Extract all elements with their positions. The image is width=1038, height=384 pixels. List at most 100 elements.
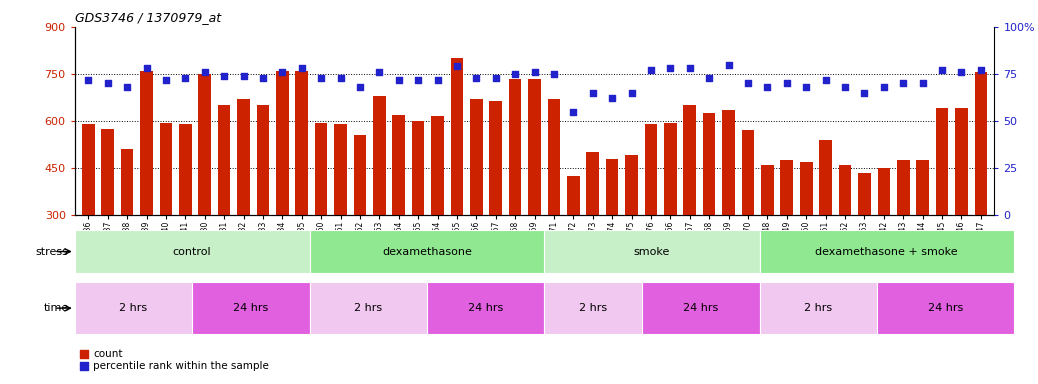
Bar [975,72,987,215]
Bar [760,230,1014,273]
Point [953,69,969,75]
Bar [528,79,541,215]
Point [837,84,853,90]
Bar [373,96,386,215]
Point [604,95,621,101]
Text: smoke: smoke [634,247,671,257]
Point [507,71,523,77]
Point [720,61,737,68]
Point [448,63,465,70]
Bar [509,79,521,215]
Point [643,67,659,73]
Point [584,90,601,96]
Point [914,80,931,86]
Point [662,65,679,71]
Point [701,74,717,81]
Point [546,71,563,77]
Bar [917,160,929,215]
Point [294,65,310,71]
Point [856,90,873,96]
Bar [877,168,891,215]
Bar [544,282,643,334]
Point [682,65,699,71]
Point [895,80,911,86]
Point [973,67,989,73]
Bar [544,230,760,273]
Text: 24 hrs: 24 hrs [683,303,718,313]
Text: 24 hrs: 24 hrs [234,303,269,313]
Text: time: time [44,303,69,313]
Point [798,84,815,90]
Point [410,76,427,83]
Text: 2 hrs: 2 hrs [804,303,832,313]
Bar [120,149,134,215]
Bar [955,108,967,215]
Point [371,69,387,75]
Bar [392,115,405,215]
Point [430,76,446,83]
Bar [82,124,94,215]
Text: 24 hrs: 24 hrs [928,303,963,313]
Bar [102,129,114,215]
Bar [192,282,309,334]
Point [158,76,174,83]
Text: 2 hrs: 2 hrs [119,303,147,313]
Text: 2 hrs: 2 hrs [354,303,382,313]
Point [332,74,349,81]
Bar [586,152,599,215]
Point [312,74,329,81]
Bar [643,282,760,334]
Point [488,74,504,81]
Point [759,84,775,90]
Bar [309,282,427,334]
Text: 2 hrs: 2 hrs [579,303,607,313]
Bar [140,71,153,215]
Bar [450,58,463,215]
Bar [819,140,831,215]
Bar [179,124,192,215]
Bar [427,282,544,334]
Bar [877,282,1014,334]
Bar [470,99,483,215]
Bar [683,105,696,215]
Point [468,74,485,81]
Point [817,76,834,83]
Bar [606,159,619,215]
Legend: count, percentile rank within the sample: count, percentile rank within the sample [80,349,270,371]
Bar [354,135,366,215]
Bar [334,124,347,215]
Bar [645,124,657,215]
Text: dexamethasone: dexamethasone [382,247,472,257]
Bar [160,122,172,215]
Point [934,67,951,73]
Point [623,90,639,96]
Point [236,73,252,79]
Bar [800,162,813,215]
Bar [315,122,327,215]
Bar [412,121,425,215]
Bar [703,113,715,215]
Point [216,73,233,79]
Text: stress: stress [35,247,69,257]
Text: GDS3746 / 1370979_at: GDS3746 / 1370979_at [75,11,221,24]
Bar [625,156,638,215]
Point [352,84,368,90]
Bar [256,105,269,215]
Text: dexamethasone + smoke: dexamethasone + smoke [816,247,958,257]
Bar [309,230,544,273]
Point [254,74,271,81]
Bar [276,71,289,215]
Bar [548,99,561,215]
Text: control: control [173,247,212,257]
Bar [742,131,755,215]
Bar [431,116,444,215]
Bar [858,173,871,215]
Point [740,80,757,86]
Text: 24 hrs: 24 hrs [468,303,503,313]
Point [100,80,116,86]
Bar [722,110,735,215]
Bar [567,176,579,215]
Bar [490,101,502,215]
Point [390,76,407,83]
Point [526,69,543,75]
